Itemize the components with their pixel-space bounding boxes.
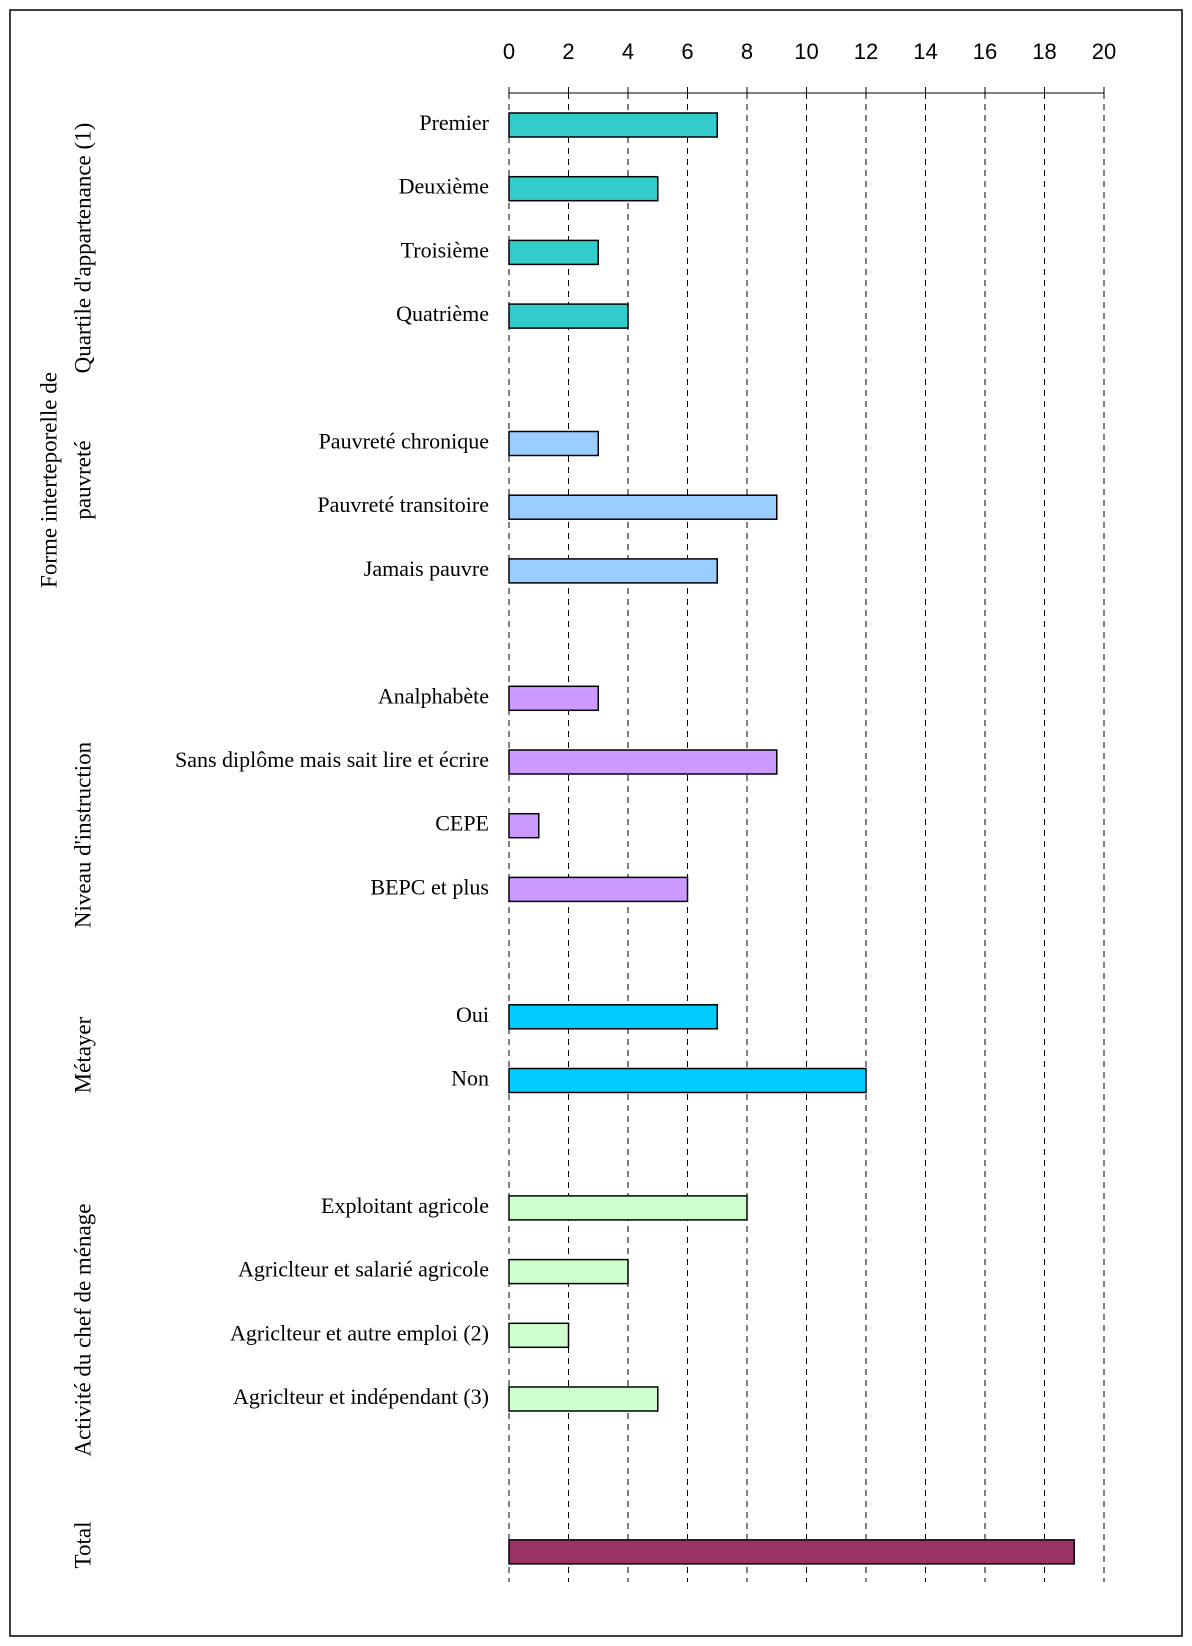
y-tick-label: BEPC et plus — [370, 874, 489, 899]
bar — [508, 558, 718, 584]
bar — [508, 430, 599, 457]
group-label: Quartile d'appartenance (1) — [70, 123, 95, 374]
bar — [508, 1195, 748, 1221]
y-tick-label: Agriclteur et indépendant (3) — [233, 1384, 489, 1409]
x-tick-label: 0 — [503, 39, 515, 64]
group-label: Niveau d'instruction — [70, 741, 95, 928]
y-tick-label: Sans diplôme mais sait lire et écrire — [175, 747, 489, 772]
bar — [508, 1067, 867, 1094]
x-tick-label: 14 — [913, 39, 937, 64]
y-tick-label: Non — [451, 1066, 489, 1091]
x-tick-label: 18 — [1032, 39, 1056, 64]
bar — [508, 749, 778, 775]
x-tick-label: 20 — [1092, 39, 1116, 64]
bar — [508, 1386, 659, 1412]
y-tick-label: Pauvreté chronique — [319, 429, 489, 454]
y-tick-label: Troisième — [401, 237, 489, 262]
group-label: Métayer — [70, 1016, 95, 1093]
x-tick-label: 12 — [854, 39, 878, 64]
bar — [508, 175, 659, 202]
y-tick-label: Premier — [419, 110, 489, 135]
x-tick-label: 2 — [562, 39, 574, 64]
bar — [508, 494, 778, 520]
group-label: Total — [70, 1522, 95, 1569]
bar — [508, 1322, 570, 1349]
y-tick-label: Analphabète — [378, 683, 489, 708]
bar — [508, 685, 599, 712]
x-tick-label: 8 — [741, 39, 753, 64]
x-tick-label: 16 — [973, 39, 997, 64]
bar — [508, 112, 718, 138]
x-tick-label: 6 — [681, 39, 693, 64]
y-tick-label: Deuxième — [399, 174, 489, 199]
y-tick-label: Oui — [456, 1002, 489, 1027]
bar — [508, 1004, 718, 1030]
bar — [508, 239, 599, 266]
y-tick-label: Exploitant agricole — [321, 1193, 489, 1218]
x-tick-label: 10 — [794, 39, 818, 64]
group-label: Forme interteporelle de — [36, 372, 61, 588]
bar — [508, 876, 689, 903]
y-tick-label: Agriclteur et salarié agricole — [238, 1257, 489, 1282]
x-tick-label: 4 — [622, 39, 634, 64]
frame — [9, 9, 1183, 1637]
y-tick-label: Agriclteur et autre emploi (2) — [230, 1320, 489, 1345]
bar — [508, 812, 540, 839]
y-tick-label: Jamais pauvre — [364, 556, 489, 581]
group-label: Activité du chef de ménage — [70, 1204, 95, 1457]
group-label: pauvreté — [70, 440, 95, 519]
y-tick-label: Quatrième — [396, 301, 489, 326]
y-tick-label: Pauvreté transitoire — [317, 492, 489, 517]
bar — [508, 303, 629, 329]
bar — [508, 1539, 1075, 1565]
bar — [508, 1258, 629, 1285]
y-tick-label: CEPE — [435, 811, 489, 836]
